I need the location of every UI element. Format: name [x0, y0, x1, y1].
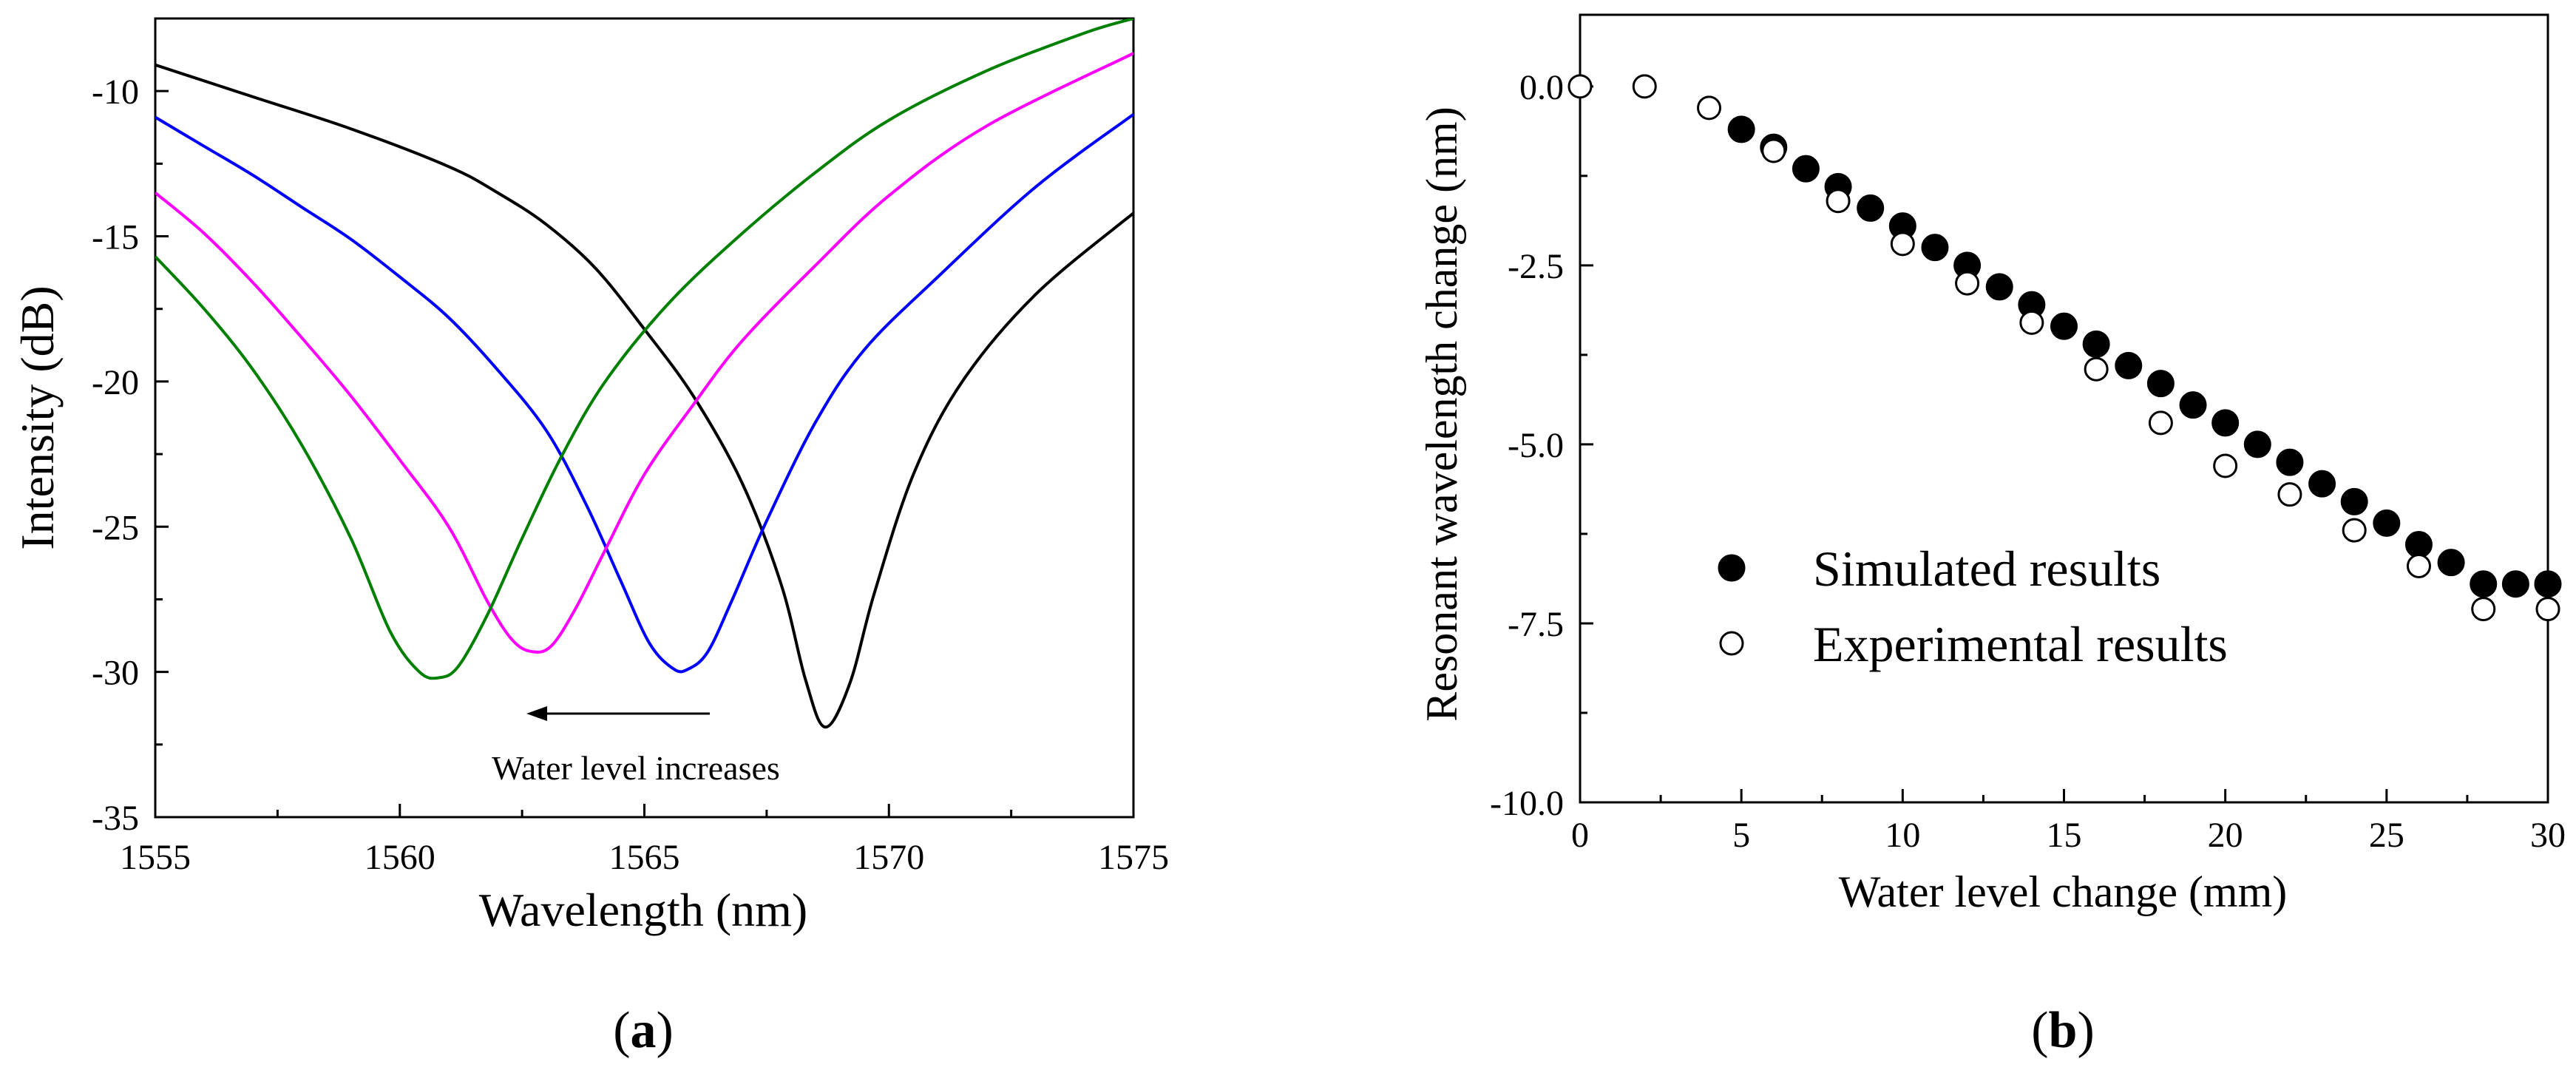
simulated-point — [1857, 194, 1885, 222]
panel-b-x-tick-label: 5 — [1732, 816, 1750, 855]
experimental-point — [2471, 597, 2496, 622]
panel-a-y-tick-label: -10 — [92, 72, 139, 112]
panel-a-x-tick-label: 1555 — [120, 838, 191, 877]
simulated-point — [2211, 409, 2240, 437]
simulated-point — [1792, 155, 1820, 183]
legend-marker-simulated — [1718, 554, 1746, 582]
experimental-point — [2213, 453, 2238, 478]
experimental-point — [1632, 74, 1657, 99]
experimental-point — [1761, 138, 1786, 163]
panel-b-x-tick-label: 0 — [1571, 816, 1589, 855]
simulated-point — [1985, 273, 2013, 301]
legend-label-experimental: Experimental results — [1813, 616, 2228, 672]
panel-b-y-tick-label: -5.0 — [1508, 426, 1564, 465]
simulated-point — [2050, 312, 2078, 340]
simulated-point — [2308, 470, 2336, 498]
panel-b-ylabel: Resonant wavelength change (nm) — [1417, 106, 1466, 721]
experimental-point — [1826, 189, 1851, 214]
panel-a-ylabel: Intensity (dB) — [11, 285, 64, 549]
panel-b-y-tick-label: 0.0 — [1519, 68, 1564, 107]
panel-b-x-tick-label: 15 — [2047, 816, 2082, 855]
panel-a-y-tick-label: -15 — [92, 218, 139, 257]
panel-b-x-tick-label: 20 — [2208, 816, 2243, 855]
spectrum-curve-blue — [155, 112, 1133, 674]
experimental-point — [1890, 231, 1915, 257]
experimental-point — [2406, 554, 2431, 578]
experimental-point — [2084, 356, 2109, 382]
panel-a-y-tick-label: -30 — [92, 654, 139, 693]
experimental-point — [1697, 95, 1722, 121]
simulated-point — [1921, 234, 1949, 262]
panel-a-y-tick-label: -25 — [92, 508, 139, 547]
simulated-point — [2340, 487, 2368, 515]
panel-b-x-tick-label: 30 — [2530, 816, 2566, 855]
panel-b-x-tick-label: 10 — [1885, 816, 1920, 855]
spectrum-curve-magenta — [155, 52, 1133, 654]
panel-b-y-tick-label: -10.0 — [1490, 784, 1564, 823]
experimental-point — [2342, 518, 2367, 543]
panel-b-xlabel: Water level change (mm) — [1839, 867, 2288, 916]
panel-b-label: (b) — [2031, 1002, 2095, 1059]
spectrum-curve-green — [155, 18, 1133, 680]
experimental-point — [2019, 310, 2044, 335]
simulated-point — [2115, 351, 2143, 379]
panel-a-plot-frame — [154, 17, 1135, 819]
simulated-point — [2404, 530, 2433, 558]
panel-b-legend: Simulated results Experimental results — [1718, 541, 2228, 672]
panel-a-xlabel: Wavelength (nm) — [479, 884, 807, 936]
spectrum-curve-black — [155, 63, 1133, 729]
simulated-point — [1727, 115, 1755, 143]
panel-a-x-tick-label: 1560 — [365, 838, 435, 877]
panel-a-y-tick-label: -20 — [92, 363, 139, 402]
experimental-point — [2277, 482, 2302, 507]
legend-label-simulated: Simulated results — [1813, 541, 2160, 597]
simulated-point — [2437, 549, 2465, 577]
legend-marker-experimental — [1719, 631, 1744, 656]
panel-a-y-tick-label: -35 — [92, 799, 139, 838]
simulated-point — [2534, 570, 2562, 598]
panel-b-plot-frame — [1579, 13, 2549, 804]
simulated-point — [2082, 330, 2110, 358]
experimental-point — [2535, 597, 2560, 622]
simulated-point — [2146, 370, 2175, 398]
simulated-point — [2179, 391, 2207, 419]
simulated-point — [2373, 509, 2401, 537]
simulated-point — [2470, 570, 2498, 598]
water-level-annotation: Water level increases — [492, 749, 780, 787]
experimental-point — [1567, 74, 1593, 99]
simulated-point — [2501, 570, 2529, 598]
simulated-point — [2276, 448, 2304, 476]
panel-b-y-tick-label: -7.5 — [1508, 605, 1564, 644]
water-level-arrow — [526, 706, 710, 721]
experimental-point — [2148, 410, 2173, 436]
panel-a-x-tick-label: 1565 — [609, 838, 680, 877]
panel-b-x-tick-label: 25 — [2369, 816, 2404, 855]
simulated-point — [2243, 430, 2271, 458]
panel-a-label: (a) — [613, 1002, 674, 1059]
panel-a-line-chart: 1555 1560 1565 1570 1575 -35 -30 -25 -20 -15 -10 W… — [11, 17, 1169, 936]
panel-a-x-tick-label: 1575 — [1098, 838, 1169, 877]
panel-b-y-tick-label: -2.5 — [1508, 247, 1564, 286]
panel-a-x-tick-label: 1570 — [853, 838, 924, 877]
panel-b-scatter-chart: 0 5 10 15 20 25 30 0.0 -2.5 -5.0 -7.5 -10.0 Simulat… — [1417, 13, 2566, 916]
experimental-point — [1955, 271, 1980, 296]
